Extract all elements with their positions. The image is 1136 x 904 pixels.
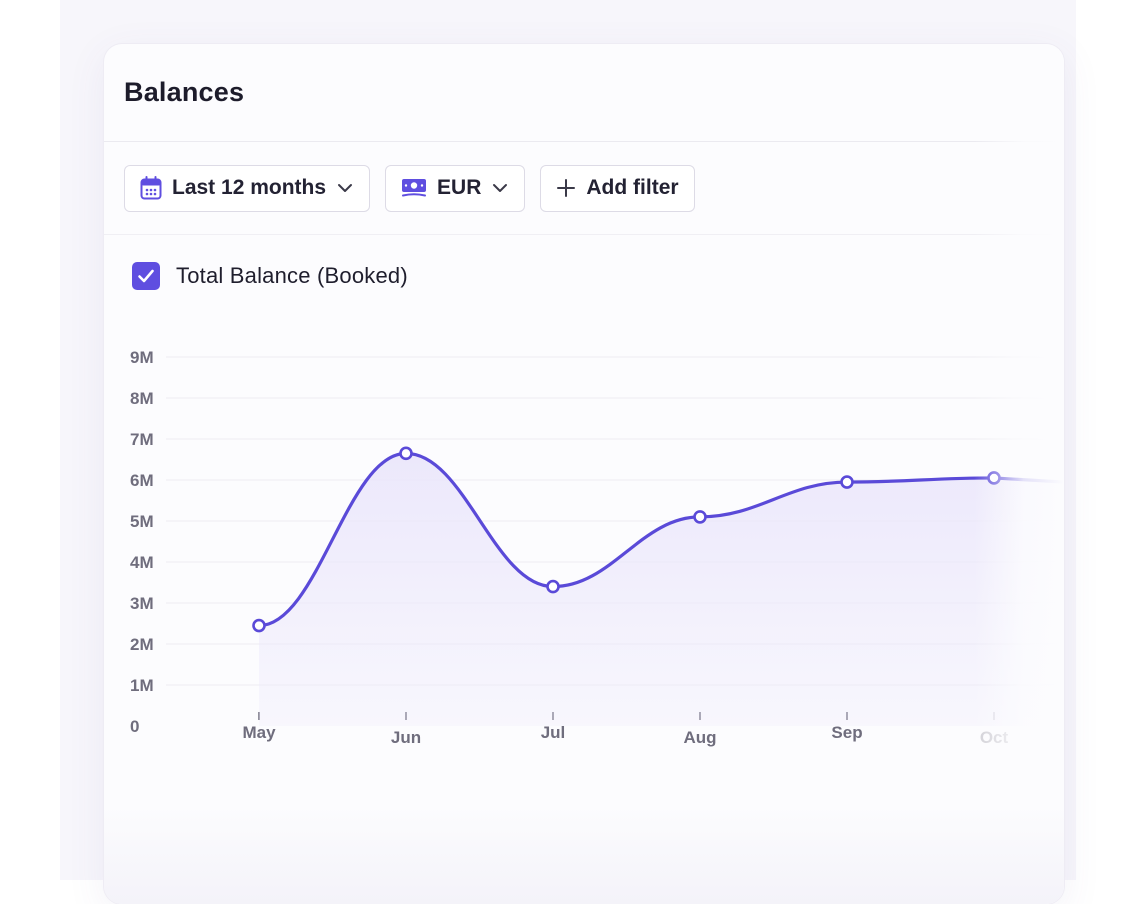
data-point — [252, 618, 266, 633]
x-tick-label: Jun — [391, 728, 421, 747]
y-tick-label: 6M — [130, 471, 154, 490]
series-area — [259, 453, 1064, 726]
card-title: Balances — [124, 77, 245, 107]
y-tick-label: 5M — [130, 512, 154, 531]
x-tick-label: Aug — [683, 728, 716, 747]
series-line — [257, 451, 1064, 628]
y-tick-label: 2M — [130, 635, 154, 654]
data-point — [546, 579, 560, 594]
series-legend: Total Balance (Booked) — [132, 262, 408, 290]
y-tick-label: 7M — [130, 430, 154, 449]
y-tick-label: 3M — [130, 594, 154, 613]
plus-icon — [556, 178, 576, 198]
banknote-icon — [401, 177, 427, 199]
series-legend-label: Total Balance (Booked) — [176, 263, 408, 288]
data-point — [399, 446, 413, 461]
data-point — [840, 475, 854, 489]
series-checkbox[interactable] — [132, 262, 160, 290]
checkmark-icon — [138, 269, 154, 283]
balance-chart: 0 1M 2M 3M 4M 5M 6M 7M 8M 9M May Jun Jul Aug Sep Oct — [130, 348, 1064, 747]
chevron-down-icon — [336, 179, 354, 197]
currency-label: EUR — [437, 176, 482, 199]
currency-dropdown[interactable]: EUR — [385, 164, 526, 212]
y-tick-label: 8M — [130, 389, 154, 408]
calendar-icon — [140, 176, 162, 200]
filter-toolbar: Last 12 months EUR Ad — [104, 142, 1064, 235]
data-point — [987, 471, 1001, 485]
x-tick-label: Sep — [831, 723, 862, 742]
chevron-down-icon — [491, 179, 509, 197]
data-point — [693, 510, 707, 524]
y-tick-label: 9M — [130, 348, 154, 367]
period-label: Last 12 months — [172, 176, 327, 199]
y-tick-label: 0 — [130, 717, 139, 736]
y-tick-label: 1M — [130, 676, 154, 695]
x-tick-label: May — [242, 723, 276, 742]
balances-card: Balances Last 12 months — [104, 44, 1064, 904]
card-header: Balances — [104, 44, 1064, 142]
add-filter-label: Add filter — [586, 176, 679, 199]
y-tick-label: 4M — [130, 553, 154, 572]
x-tick-label: Oct — [980, 728, 1009, 747]
x-tick-label: Jul — [541, 723, 566, 742]
period-dropdown[interactable]: Last 12 months — [124, 164, 371, 212]
add-filter-button[interactable]: Add filter — [540, 164, 695, 212]
